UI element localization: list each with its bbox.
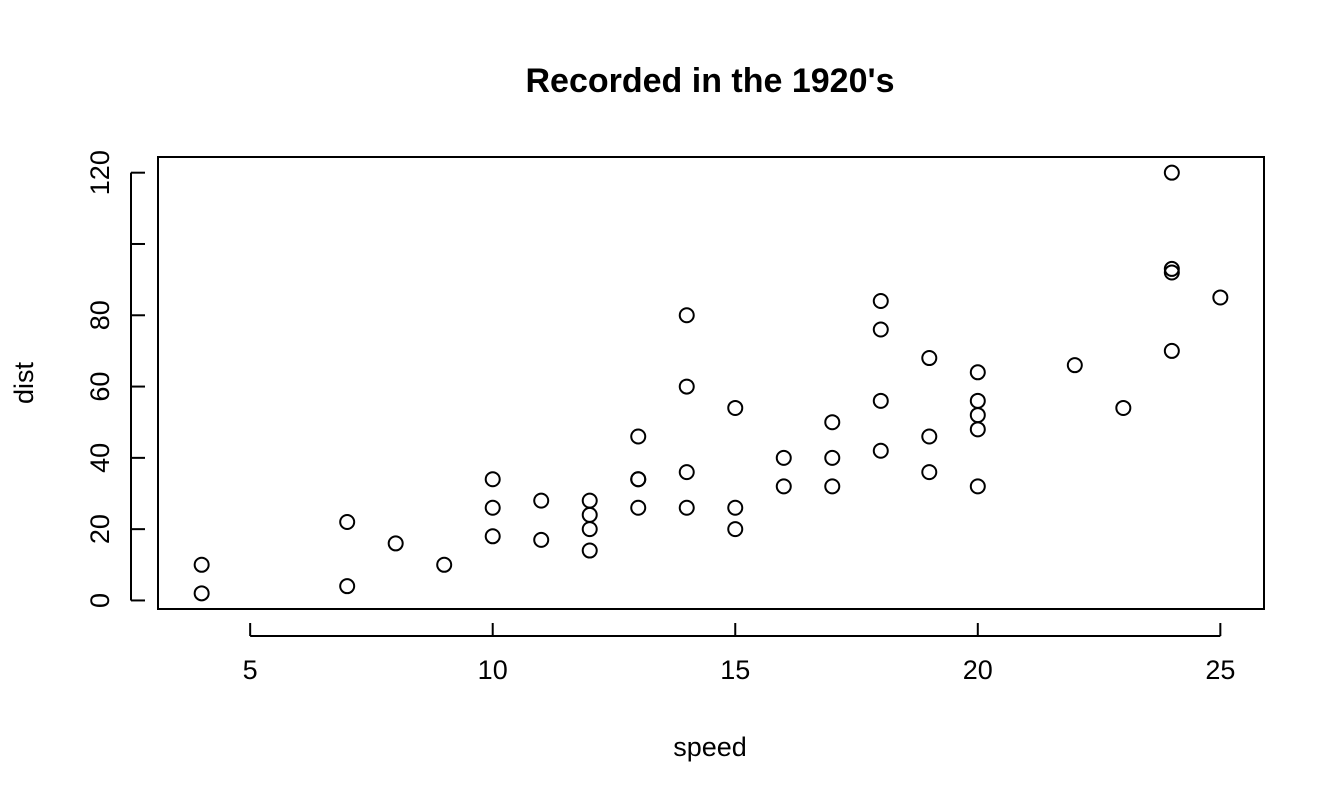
- data-point: [969, 407, 986, 424]
- y-axis-label: dist: [9, 362, 39, 405]
- data-point: [339, 578, 356, 595]
- data-point: [824, 414, 841, 431]
- data-point: [678, 307, 695, 324]
- data-point: [872, 442, 889, 459]
- data-point: [193, 556, 210, 573]
- data-point: [436, 556, 453, 573]
- data-point: [727, 521, 744, 538]
- data-point: [727, 399, 744, 416]
- data-point: [872, 321, 889, 338]
- data-point: [484, 528, 501, 545]
- data-point: [678, 464, 695, 481]
- data-point: [969, 392, 986, 409]
- data-point: [1163, 260, 1180, 277]
- data-point: [193, 585, 210, 602]
- x-tick-label: 5: [243, 655, 258, 685]
- data-point: [630, 428, 647, 445]
- data-point: [630, 499, 647, 516]
- data-point: [339, 514, 356, 531]
- x-tick-label: 10: [478, 655, 508, 685]
- data-point: [775, 449, 792, 466]
- data-point: [872, 392, 889, 409]
- data-point: [533, 492, 550, 509]
- x-tick-label: 20: [963, 655, 993, 685]
- data-point: [484, 499, 501, 516]
- y-tick-label: 60: [85, 372, 115, 402]
- x-tick-label: 15: [720, 655, 750, 685]
- x-axis: 5 10 15 20 25: [243, 623, 1235, 685]
- data-point: [921, 428, 938, 445]
- x-tick-label: 25: [1205, 655, 1235, 685]
- data-point: [969, 478, 986, 495]
- data-points: [193, 164, 1229, 602]
- data-point: [678, 499, 695, 516]
- data-point: [678, 378, 695, 395]
- x-axis-label: speed: [673, 732, 747, 762]
- data-point: [1115, 399, 1132, 416]
- data-point: [1066, 357, 1083, 374]
- data-point: [581, 492, 598, 509]
- data-point: [581, 521, 598, 538]
- data-point: [727, 499, 744, 516]
- data-point: [969, 421, 986, 438]
- data-point: [533, 531, 550, 548]
- data-point: [969, 364, 986, 381]
- chart-title: Recorded in the 1920's: [525, 62, 894, 100]
- data-point: [824, 478, 841, 495]
- data-point: [484, 471, 501, 488]
- data-point: [387, 535, 404, 552]
- data-point: [1163, 164, 1180, 181]
- data-point: [581, 506, 598, 523]
- data-point: [921, 464, 938, 481]
- y-tick-label: 40: [85, 443, 115, 473]
- plot-frame: [157, 156, 1265, 610]
- y-tick-label: 0: [85, 593, 115, 608]
- y-tick-label: 120: [85, 150, 115, 195]
- y-tick-label: 20: [85, 514, 115, 544]
- data-point: [1212, 289, 1229, 306]
- data-point: [872, 293, 889, 310]
- data-point: [630, 471, 647, 488]
- data-point: [775, 478, 792, 495]
- data-point: [824, 449, 841, 466]
- y-axis: 0 20 40 60 80 120: [85, 150, 145, 608]
- data-point: [1163, 342, 1180, 359]
- y-tick-label: 80: [85, 300, 115, 330]
- data-point: [921, 350, 938, 367]
- data-point: [581, 542, 598, 559]
